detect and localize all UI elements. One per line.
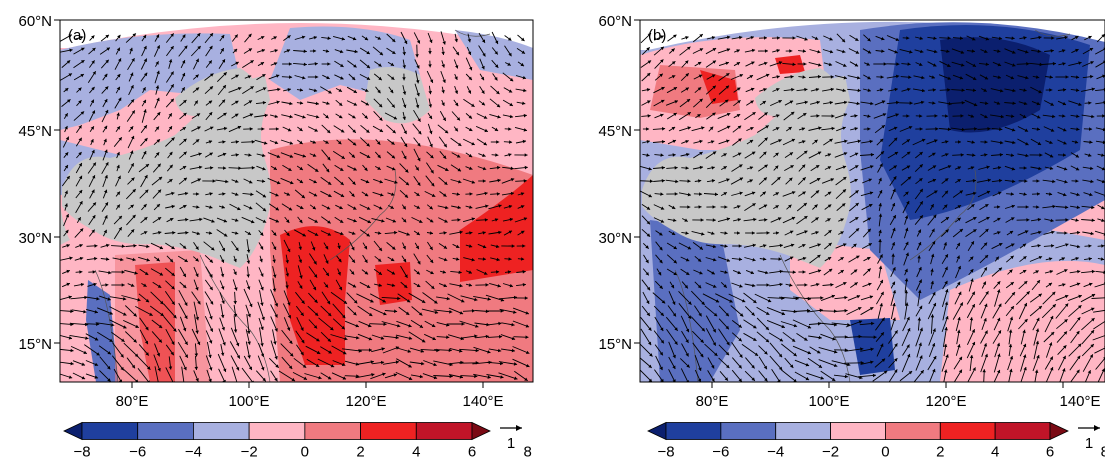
panel-a-colorbar-bin	[82, 423, 138, 440]
panel-a-colorbar-bin	[138, 423, 194, 440]
panel-b-ytick-label: 30°N	[598, 230, 632, 247]
panel-a-xtick-label: 80°E	[116, 393, 149, 410]
panel-b-colorbar-tick-label: 6	[1046, 444, 1054, 461]
panel-b-ytick-label: 45°N	[598, 123, 632, 140]
vector-key-arrowhead	[516, 425, 522, 431]
panel-b-label: (b)	[648, 27, 666, 44]
panel-a-colorbar-tick-label: 4	[412, 444, 420, 461]
panel-a-ytick-label: 30°N	[18, 230, 52, 247]
panel-b-colorbar-bin	[940, 423, 995, 440]
panel-a-colorbar-bin	[305, 423, 361, 440]
panel-a-colorbar-tick-label: −2	[241, 444, 258, 461]
vector-key-value: 1	[1085, 435, 1093, 452]
panel-a-colorbar-tick-label: 8	[524, 444, 532, 461]
panel-b-colorbar-tick-label: −8	[657, 444, 674, 461]
panel-a-colorbar: −8 −6 −4 −2 0 2 4 6 8	[64, 423, 532, 461]
panel-a-colorbar-bin	[193, 423, 249, 440]
panel-b-colorbar-tick-label: −6	[712, 444, 729, 461]
panel-a-colorbar-tick-label: 2	[356, 444, 364, 461]
panel-b-ytick-label: 60°N	[598, 13, 632, 30]
panel-b-xtick-label: 140°E	[1059, 393, 1100, 410]
panel-a-colorbar-bin	[361, 423, 417, 440]
panel-a-xtick-label: 100°E	[228, 393, 269, 410]
panel-a-xtick-label: 120°E	[345, 393, 386, 410]
panel-a-colorbar-extend-high	[472, 423, 490, 440]
panel-a-ytick-label: 60°N	[18, 13, 52, 30]
panel-a-colorbar-bin	[249, 423, 305, 440]
panel-b-colorbar-bin	[995, 423, 1050, 440]
panel-b-colorbar-bin	[831, 423, 886, 440]
panel-a-colorbar-extend-low	[64, 423, 82, 440]
panel-b-colorbar-tick-label: 4	[991, 444, 999, 461]
panel-b-colorbar-extend-low	[648, 423, 666, 440]
panel-b-vector-key: 1	[1078, 425, 1100, 452]
vector-key-value: 1	[507, 435, 515, 452]
panel-b-colorbar-bin	[776, 423, 831, 440]
panel-a-colorbar-bin	[416, 423, 472, 440]
panel-a-map	[58, 23, 533, 386]
panel-b-colorbar-tick-label: 2	[936, 444, 944, 461]
panel-b-xtick-label: 80°E	[696, 393, 729, 410]
vector-key-arrowhead	[1094, 425, 1100, 431]
panel-b-colorbar: −8 −6 −4 −2 0 2 4 6 8	[648, 423, 1105, 461]
panel-b: (b) 60°N 45°N 30°N 15°N 80°E 100°E 120°E…	[598, 13, 1105, 410]
panel-a: (a) 60°N 45°N 30°N 15°N 80°E 100°E 120°E…	[18, 13, 533, 410]
panel-a-xtick-label: 140°E	[462, 393, 503, 410]
wind-vector-head	[157, 382, 161, 385]
panel-a-colorbar-tick-label: −6	[129, 444, 146, 461]
panel-b-colorbar-tick-label: −2	[822, 444, 839, 461]
panel-b-colorbar-tick-label: 8	[1101, 444, 1105, 461]
panel-b-colorbar-bin	[885, 423, 940, 440]
panel-a-ytick-label: 45°N	[18, 123, 52, 140]
panel-a-label: (a)	[68, 27, 86, 44]
panel-b-colorbar-bin	[666, 423, 721, 440]
panel-b-colorbar-bin	[721, 423, 776, 440]
panel-a-vector-key: 1	[500, 425, 522, 452]
panel-b-xtick-label: 100°E	[808, 393, 849, 410]
panel-b-colorbar-extend-high	[1050, 423, 1068, 440]
panel-a-ytick-label: 15°N	[18, 336, 52, 353]
panel-b-ytick-label: 15°N	[598, 336, 632, 353]
panel-b-xtick-label: 120°E	[925, 393, 966, 410]
panel-a-colorbar-tick-label: 6	[468, 444, 476, 461]
panel-b-colorbar-tick-label: 0	[881, 444, 889, 461]
panel-b-map	[639, 22, 1105, 385]
panel-a-colorbar-tick-label: 0	[301, 444, 309, 461]
panel-a-colorbar-tick-label: −8	[73, 444, 90, 461]
panel-b-colorbar-tick-label: −4	[767, 444, 784, 461]
panel-a-colorbar-tick-label: −4	[185, 444, 202, 461]
